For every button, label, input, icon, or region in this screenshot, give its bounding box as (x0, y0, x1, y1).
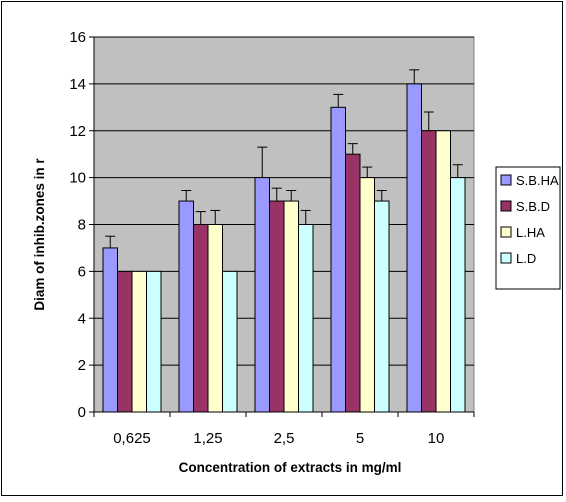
legend-label: S.B.D (516, 199, 550, 214)
bar-sbha-3 (330, 106, 346, 413)
bar-chart: 0 2 4 6 8 10 12 14 16 0,625 1,25 2,5 5 10 Diam of in… (32, 29, 561, 475)
bar-sbha-0 (102, 247, 118, 413)
y-axis-ticks: 0 2 4 6 8 10 12 14 16 (69, 29, 94, 421)
y-tick-label: 2 (78, 357, 86, 374)
y-tick-label: 16 (69, 29, 86, 46)
bar-sbd-2 (269, 200, 285, 413)
legend-label: L.HA (516, 225, 545, 240)
y-axis-title: Diam of inhib.zones in r (32, 158, 47, 311)
bar-ld-4 (450, 177, 466, 413)
chart-frame: 0 2 4 6 8 10 12 14 16 0,625 1,25 2,5 5 10 Diam of in… (1, 1, 563, 496)
x-axis-ticks: 0,625 1,25 2,5 5 10 (93, 412, 475, 447)
legend-swatch (500, 200, 512, 212)
bar-sbha-4 (406, 83, 422, 413)
bar-ld-0 (146, 270, 162, 413)
x-axis-title: Concentration of extracts in mg/ml (179, 460, 402, 475)
bar-ld-1 (222, 270, 238, 413)
bar-ld-2 (298, 224, 314, 413)
x-tick-label: 5 (356, 430, 364, 447)
bar-sbd-0 (117, 270, 133, 413)
y-tick-label: 0 (78, 404, 86, 421)
y-tick-label: 10 (69, 170, 86, 187)
legend-swatch (500, 174, 512, 186)
x-tick-label: 10 (428, 430, 445, 447)
bar-lha-1 (207, 224, 223, 413)
bar-lha-4 (435, 130, 451, 413)
bar-sbha-1 (178, 200, 194, 413)
legend: S.B.HA S.B.D L.HA L.D (495, 166, 561, 290)
bar-lha-2 (283, 200, 299, 413)
legend-swatch (500, 226, 512, 238)
y-tick-label: 6 (78, 263, 86, 280)
legend-swatch (500, 252, 512, 264)
bar-sbd-4 (421, 130, 437, 413)
bar-sbha-2 (254, 177, 270, 413)
bar-sbd-3 (345, 153, 361, 413)
x-tick-label: 2,5 (274, 430, 295, 447)
bar-lha-0 (131, 270, 147, 413)
legend-label: L.D (516, 251, 536, 266)
y-tick-label: 8 (78, 217, 86, 234)
y-tick-label: 4 (78, 310, 86, 327)
x-tick-label: 0,625 (113, 430, 151, 447)
bar-ld-3 (374, 200, 390, 413)
y-tick-label: 12 (69, 123, 86, 140)
bar-lha-3 (359, 177, 375, 413)
y-tick-label: 14 (69, 76, 86, 93)
error-bars (105, 69, 463, 248)
bar-sbd-1 (193, 224, 209, 413)
legend-label: S.B.HA (516, 173, 559, 188)
bars (102, 83, 466, 413)
x-tick-label: 1,25 (193, 430, 222, 447)
